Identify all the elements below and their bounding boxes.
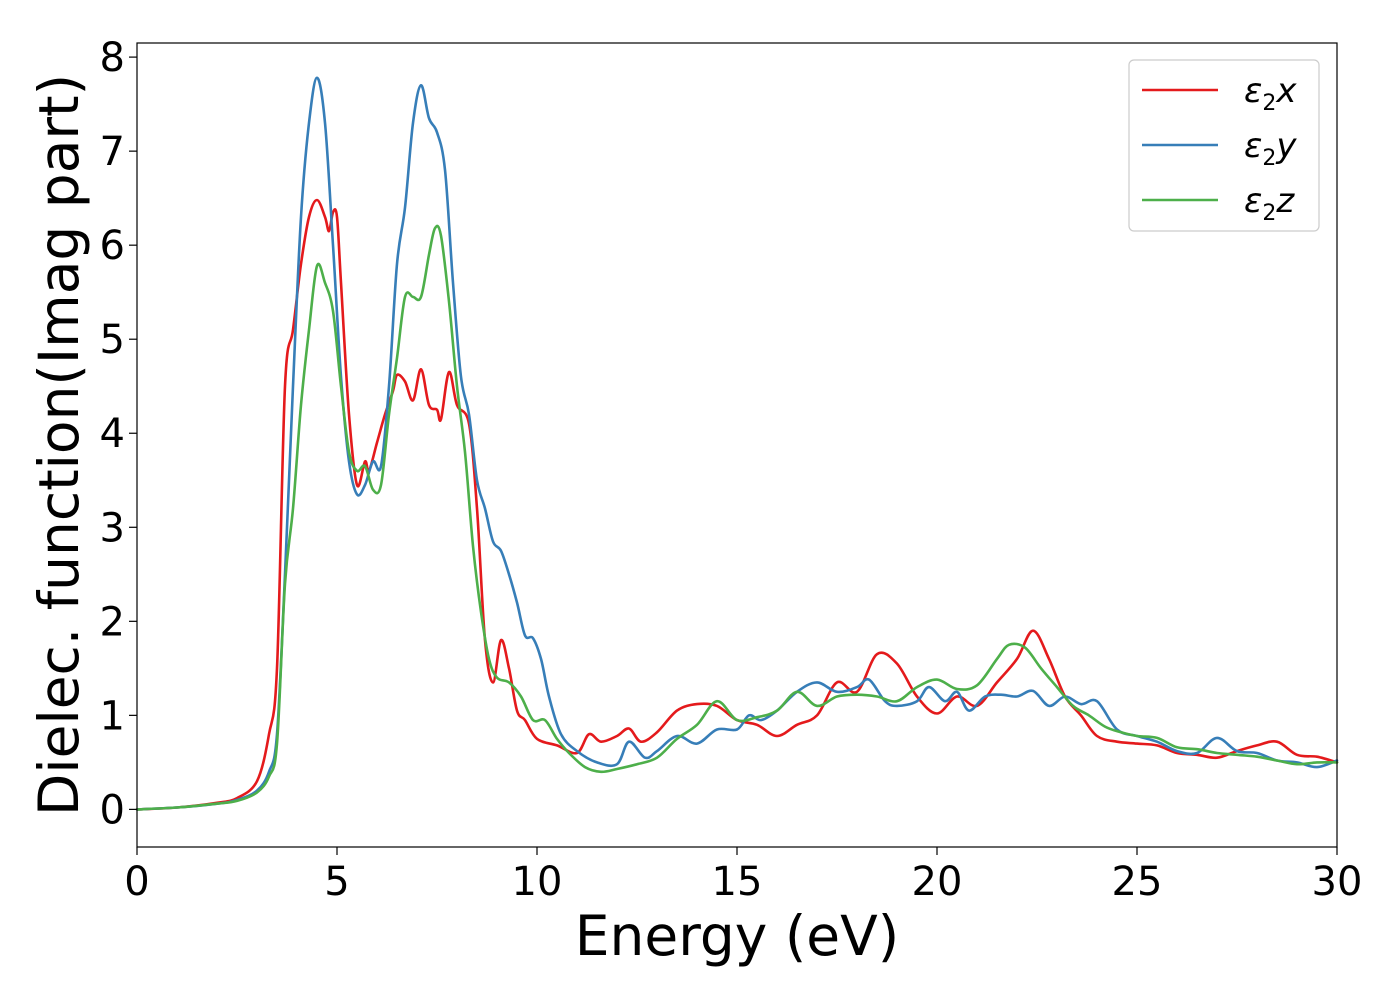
x-axis-ticks: 0 5 10 15 20 25 30 (124, 847, 1362, 905)
x-axis-label: Energy (eV) (575, 904, 899, 968)
series-line-x (135, 198, 1339, 811)
legend: ε2x ε2y ε2z (1128, 59, 1320, 232)
y-tick-label: 5 (100, 317, 125, 363)
series-layer (135, 76, 1339, 811)
y-tick-label: 1 (100, 693, 125, 739)
y-axis-label: Dielec. function(Imag part) (27, 74, 91, 816)
y-tick-label: 8 (100, 35, 125, 81)
x-tick-label: 25 (1112, 859, 1163, 905)
y-axis-ticks: 0 1 2 3 4 5 6 7 8 (100, 35, 137, 833)
y-tick-label: 6 (100, 223, 125, 269)
legend-entry-label: ε2z (1244, 181, 1295, 226)
legend-entry-label: ε2y (1244, 126, 1297, 171)
y-tick-label: 2 (100, 599, 125, 645)
legend-box (1128, 59, 1320, 232)
y-tick-label: 4 (100, 411, 125, 457)
series-line-z (135, 224, 1339, 811)
x-tick-label: 10 (512, 859, 563, 905)
x-tick-label: 0 (124, 859, 149, 905)
x-tick-label: 15 (712, 859, 763, 905)
legend-entry-label: ε2x (1244, 71, 1297, 116)
x-tick-label: 30 (1312, 859, 1363, 905)
x-tick-label: 20 (912, 859, 963, 905)
x-tick-label: 5 (324, 859, 349, 905)
y-tick-label: 3 (100, 505, 125, 551)
y-tick-label: 0 (100, 787, 125, 833)
y-tick-label: 7 (100, 129, 125, 175)
series-line-y (135, 76, 1339, 811)
